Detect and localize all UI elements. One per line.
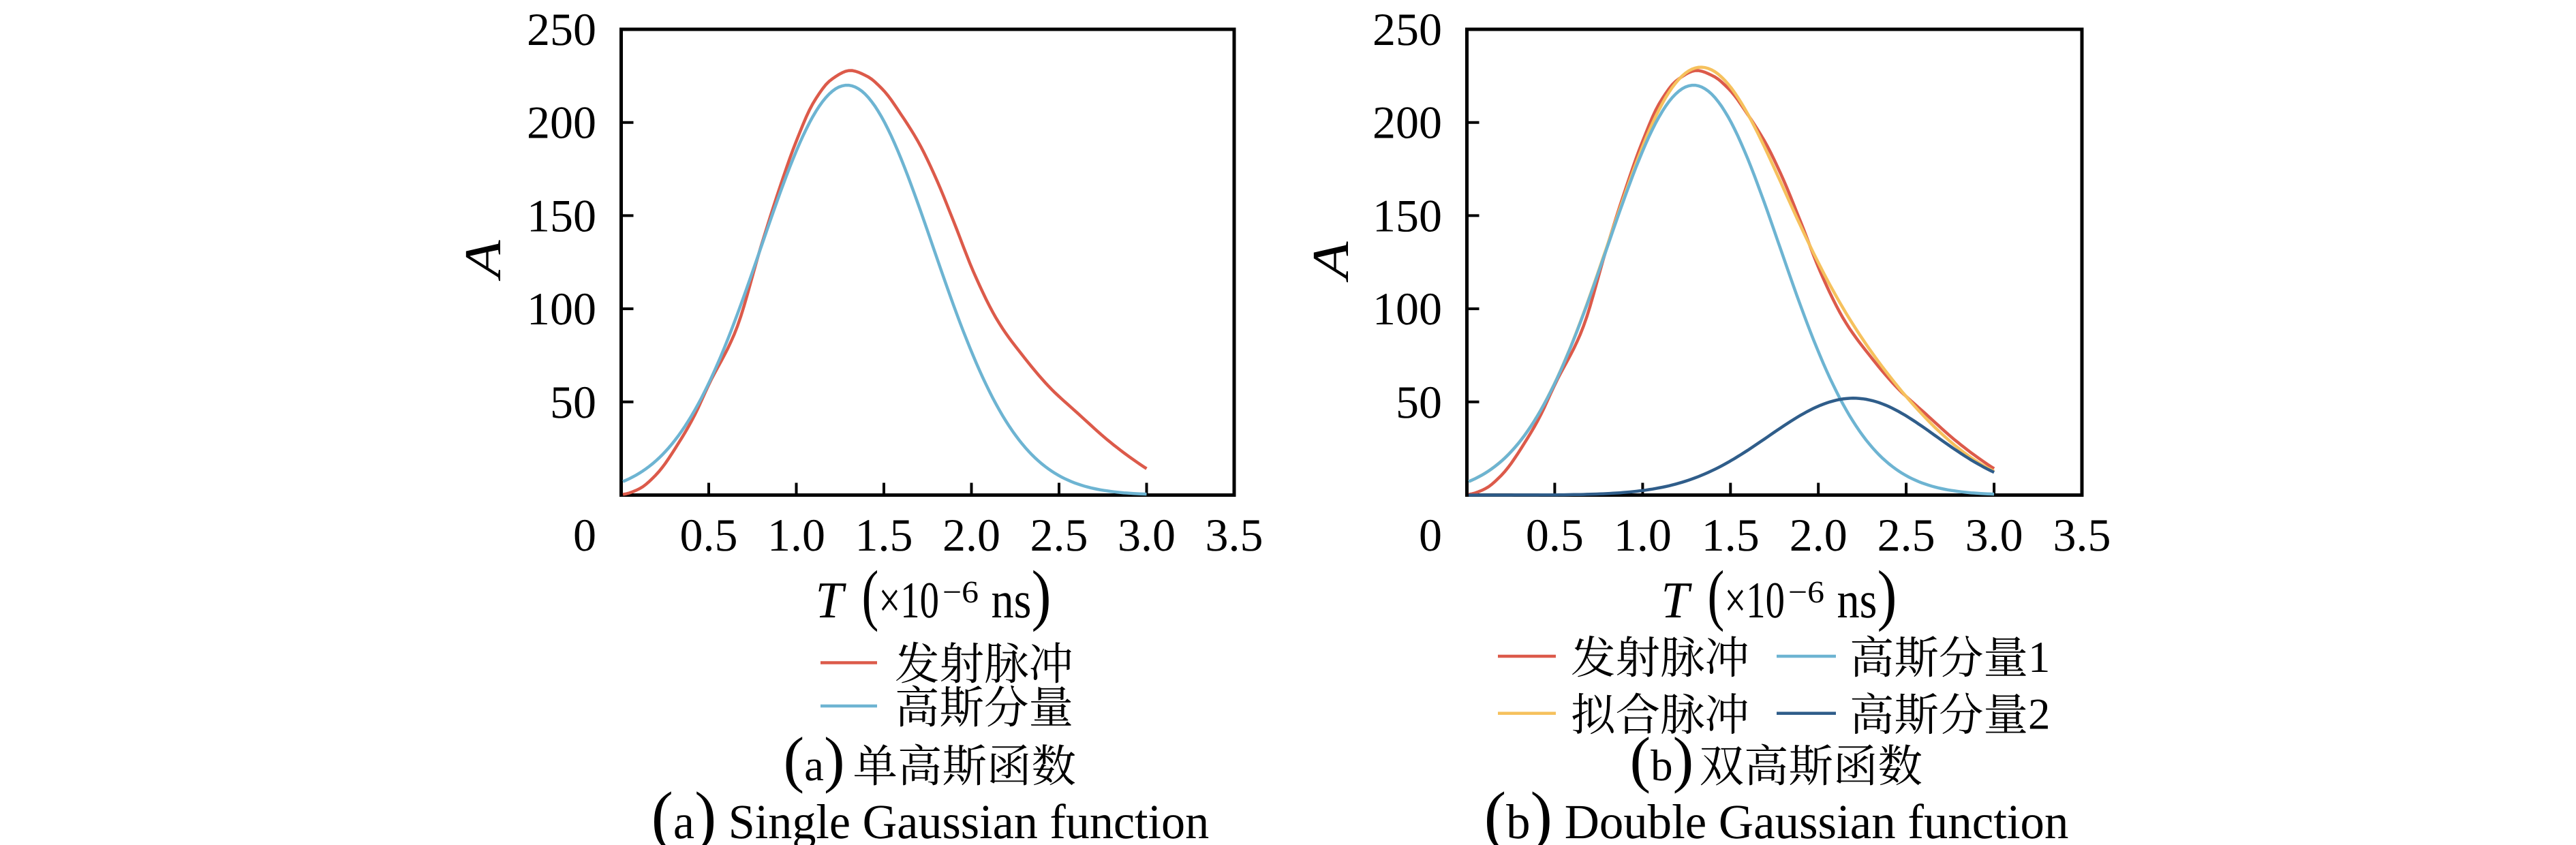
- svg-text:150: 150: [1373, 189, 1442, 241]
- svg-text:A: A: [1302, 241, 1360, 283]
- svg-text:1.0: 1.0: [767, 509, 825, 561]
- svg-text:1.0: 1.0: [1614, 509, 1672, 561]
- svg-text:(a): (a): [784, 724, 845, 794]
- svg-text:T: T: [816, 572, 847, 629]
- svg-text:−6: −6: [942, 574, 979, 609]
- svg-text:3.5: 3.5: [1206, 509, 1263, 561]
- svg-text:1.5: 1.5: [1702, 509, 1760, 561]
- svg-text:T: T: [1661, 572, 1693, 629]
- svg-text:2.0: 2.0: [1790, 509, 1847, 561]
- svg-text:2.0: 2.0: [942, 509, 1000, 561]
- svg-text:250: 250: [527, 3, 596, 55]
- svg-text:150: 150: [527, 189, 596, 241]
- svg-text:200: 200: [1373, 97, 1442, 149]
- svg-text:A: A: [455, 240, 512, 282]
- svg-text:50: 50: [550, 376, 596, 428]
- svg-text:1.5: 1.5: [855, 509, 913, 561]
- svg-text:3.5: 3.5: [2053, 509, 2111, 561]
- svg-text:0.5: 0.5: [680, 509, 738, 561]
- svg-text:2: 2: [2028, 690, 2051, 739]
- svg-text:2.5: 2.5: [1030, 509, 1088, 561]
- svg-text:100: 100: [527, 283, 596, 335]
- svg-text:0: 0: [1419, 509, 1442, 561]
- svg-text:0: 0: [573, 509, 596, 561]
- svg-text:3.0: 3.0: [1118, 509, 1176, 561]
- svg-text:3.0: 3.0: [1965, 509, 2023, 561]
- svg-text:0.5: 0.5: [1526, 509, 1584, 561]
- svg-text:−6: −6: [1788, 574, 1824, 609]
- svg-text:2.5: 2.5: [1877, 509, 1935, 561]
- svg-text:200: 200: [527, 97, 596, 149]
- svg-text:100: 100: [1373, 283, 1442, 335]
- svg-text:1: 1: [2028, 633, 2051, 682]
- svg-text:50: 50: [1396, 376, 1442, 428]
- svg-text:250: 250: [1373, 3, 1442, 55]
